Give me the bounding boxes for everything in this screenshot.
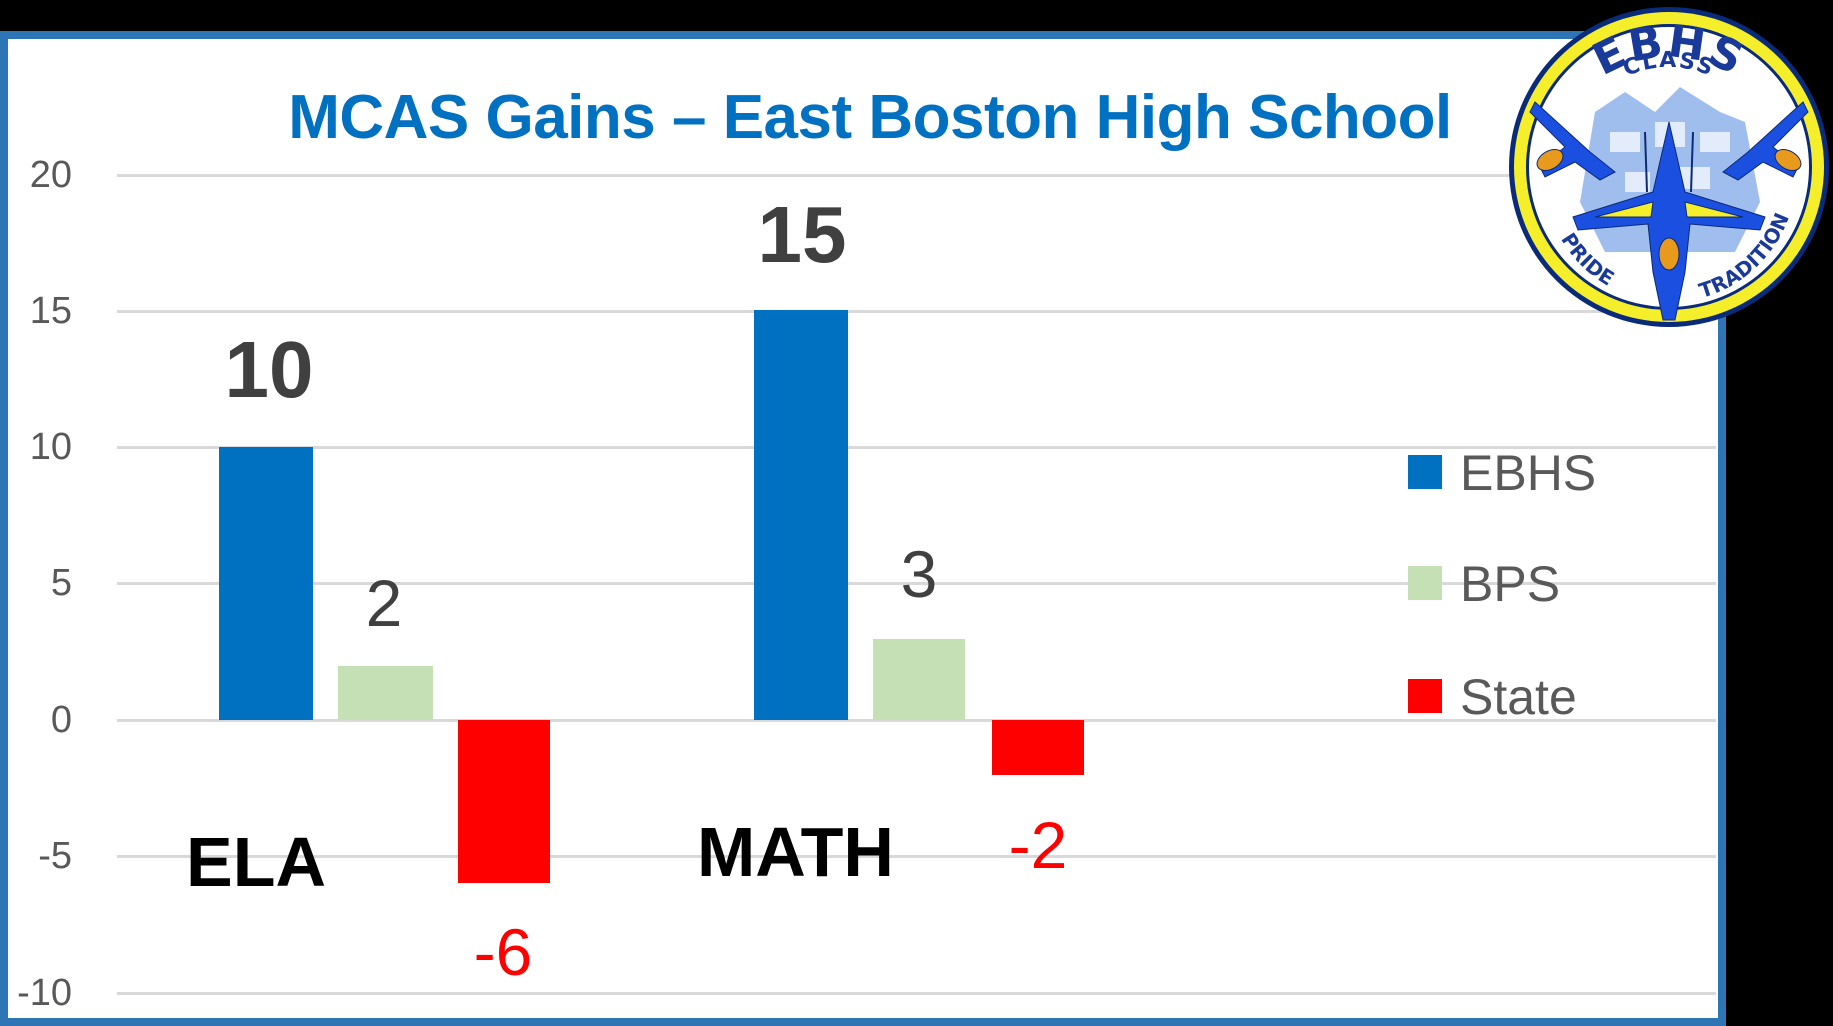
value-label-math-state: -2	[1008, 808, 1068, 882]
value-label-ela-ebhs: 10	[224, 325, 314, 414]
category-label-ela: ELA	[186, 823, 326, 901]
gridline-20	[117, 174, 1716, 177]
y-tick-label: -5	[38, 835, 72, 877]
legend-label: EBHS	[1460, 445, 1597, 501]
bar-math-ebhs	[754, 310, 848, 720]
y-tick-label: 15	[29, 290, 72, 332]
y-tick-label: -10	[17, 972, 72, 1014]
bar-math-state	[992, 720, 1084, 775]
gridline-minus5	[117, 855, 1716, 858]
gridline-15	[117, 310, 1716, 313]
y-tick-label: 5	[50, 562, 72, 604]
category-label-math: MATH	[697, 813, 894, 891]
legend-swatch-bps	[1408, 566, 1442, 600]
gridline-minus10	[117, 992, 1716, 995]
bar-ela-bps	[338, 666, 433, 720]
y-tick-label: 20	[29, 154, 72, 196]
bar-ela-state	[458, 720, 550, 883]
legend-label: State	[1460, 669, 1577, 725]
value-label-math-ebhs: 15	[757, 190, 847, 279]
bar-ela-ebhs	[219, 447, 313, 720]
legend-swatch-ebhs	[1408, 455, 1442, 489]
school-logo-icon: CLASS EBHS PRIDE TRADITION	[1509, 7, 1829, 327]
gridline-10	[117, 446, 1716, 449]
legend-swatch-state	[1408, 679, 1442, 713]
bar-math-bps	[873, 639, 965, 720]
gridline-5	[117, 582, 1716, 585]
value-label-ela-bps: 2	[365, 566, 403, 640]
y-tick-label: 10	[29, 426, 72, 468]
value-label-math-bps: 3	[900, 537, 938, 611]
y-tick-label: 0	[50, 699, 72, 741]
gridline-0	[117, 719, 1716, 722]
legend-label: BPS	[1460, 556, 1561, 612]
chart-title: MCAS Gains – East Boston High School	[288, 83, 1452, 152]
value-label-ela-state: -6	[473, 915, 533, 989]
